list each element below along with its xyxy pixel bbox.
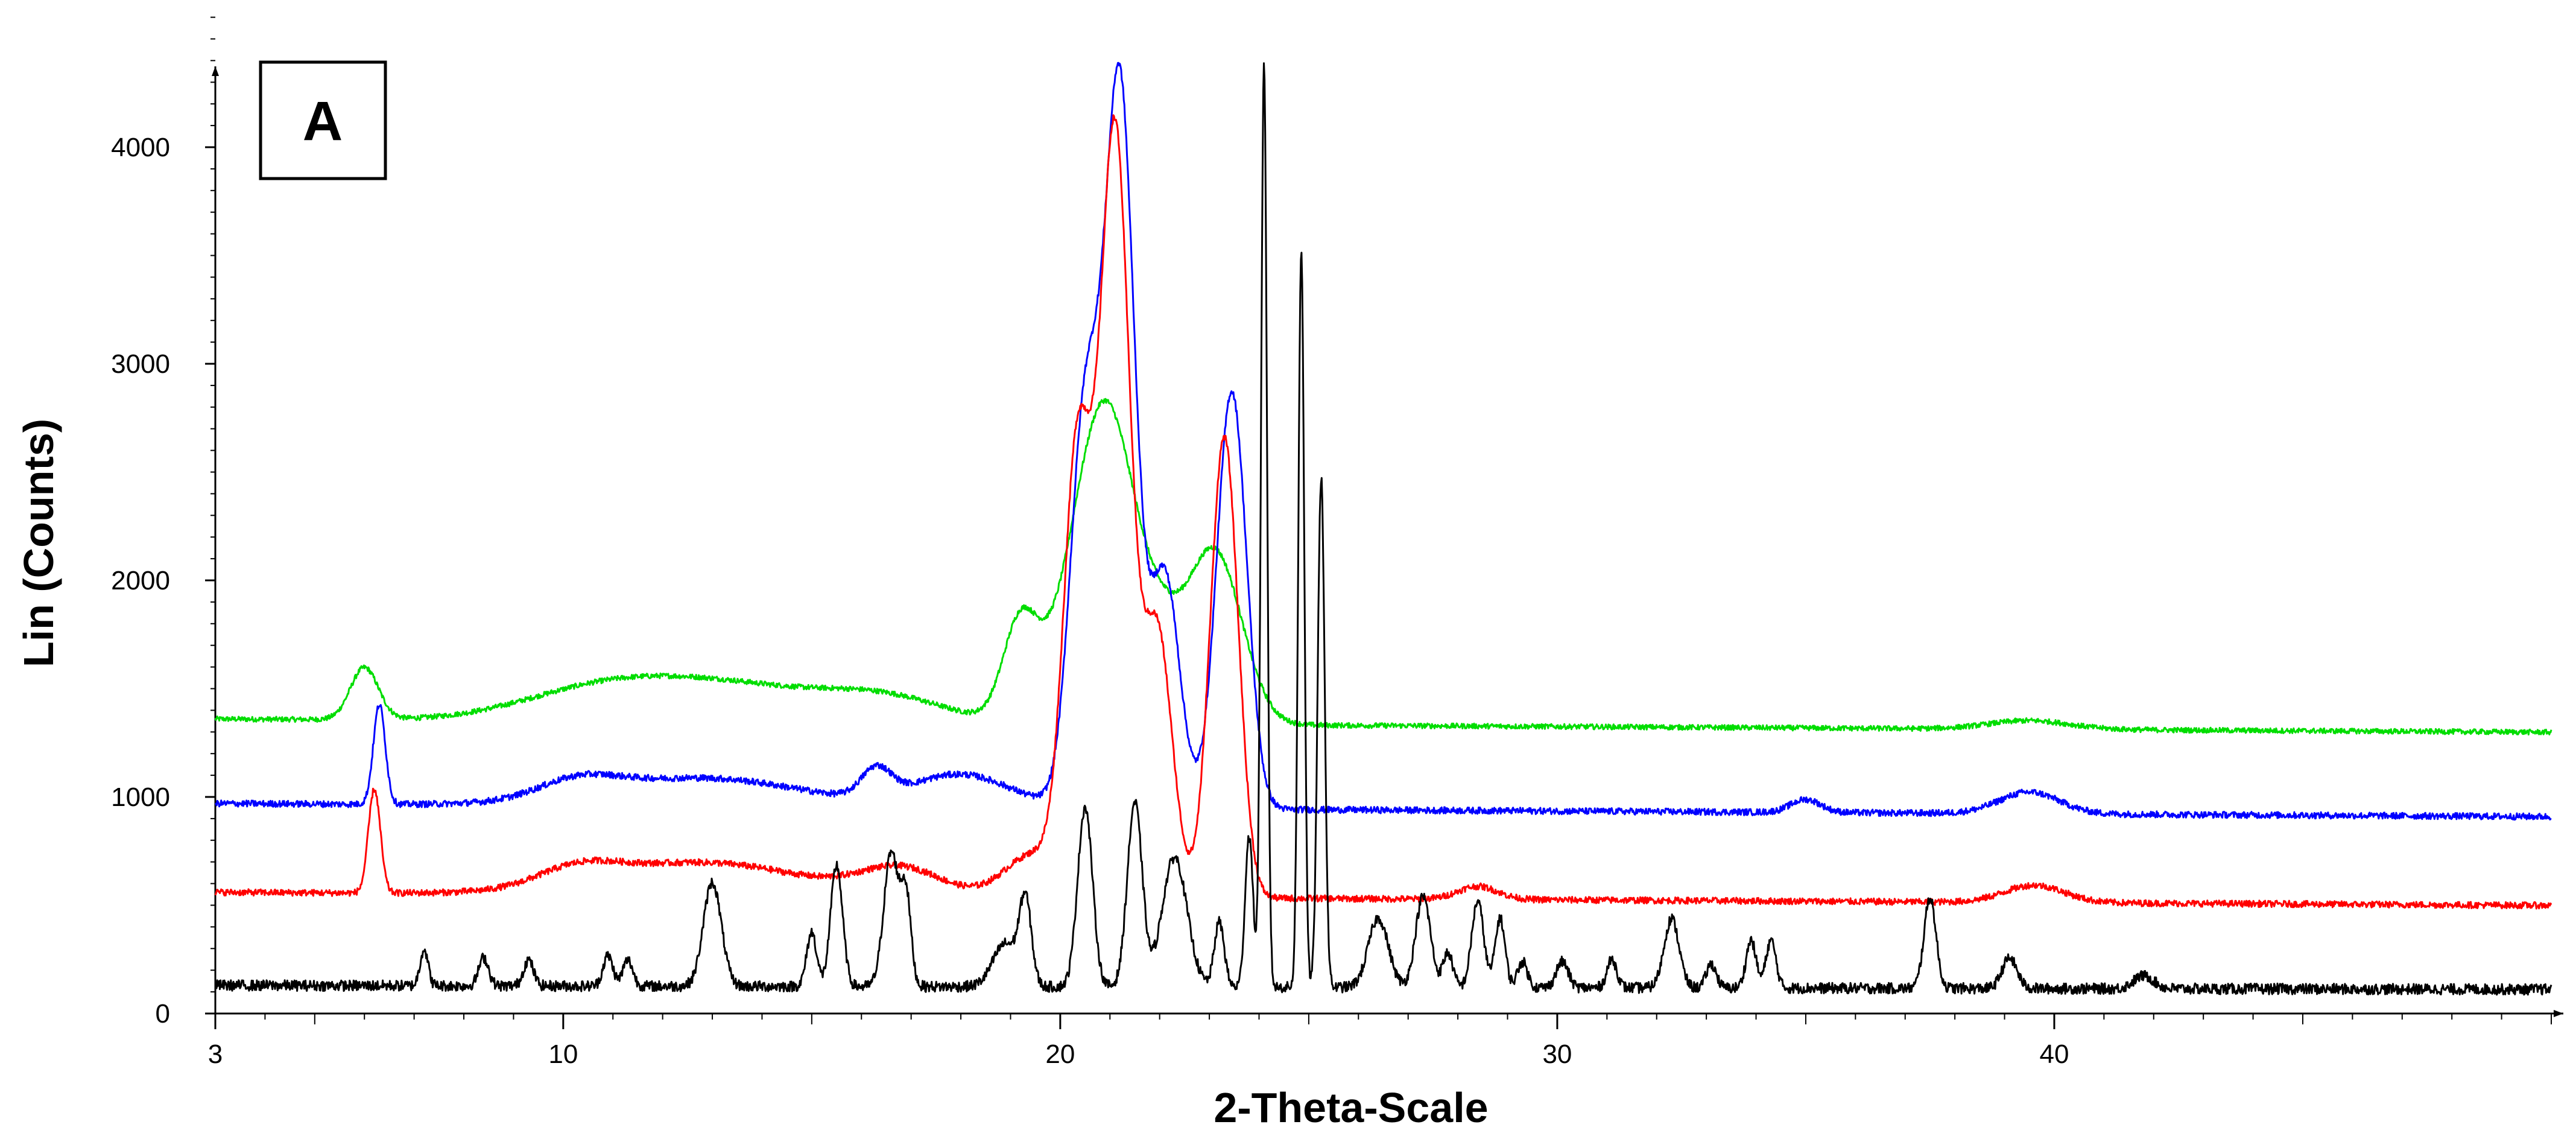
x-minor-ticks <box>264 1014 2552 1024</box>
x-tick-label: 40 <box>2039 1039 2069 1069</box>
series-line-black <box>214 62 2552 996</box>
x-tick-label: 30 <box>1542 1039 1572 1069</box>
x-tick-label: 3 <box>208 1039 223 1069</box>
x-tick-label: 10 <box>548 1039 578 1069</box>
y-minor-ticks <box>210 16 215 993</box>
series-layer <box>214 62 2552 996</box>
y-tick-label: 3000 <box>111 349 170 379</box>
y-axis: 0 1000 2000 3000 4000 <box>111 16 219 1029</box>
y-tick-label: 4000 <box>111 133 170 162</box>
y-tick-label: 0 <box>156 999 170 1029</box>
y-axis-title: Lin (Counts) <box>15 419 62 667</box>
x-axis-title: 2-Theta-Scale <box>1214 1084 1488 1131</box>
panel-label-text: A <box>303 90 343 152</box>
series-line-blue <box>214 62 2552 821</box>
panel-label-box <box>259 60 387 180</box>
x-tick-label: 20 <box>1045 1039 1075 1069</box>
series-line-green <box>214 398 2552 736</box>
x-major-ticks: 3 10 20 30 40 <box>208 1014 2069 1069</box>
y-tick-label: 1000 <box>111 782 170 812</box>
y-axis-arrow <box>212 66 219 76</box>
panel-label: A <box>259 60 387 180</box>
x-axis-arrow <box>2554 1010 2563 1017</box>
y-tick-label: 2000 <box>111 566 170 595</box>
x-axis: 3 10 20 30 40 <box>208 1010 2563 1069</box>
series-line-red <box>214 114 2552 910</box>
y-major-ticks: 0 1000 2000 3000 4000 <box>111 133 215 1029</box>
